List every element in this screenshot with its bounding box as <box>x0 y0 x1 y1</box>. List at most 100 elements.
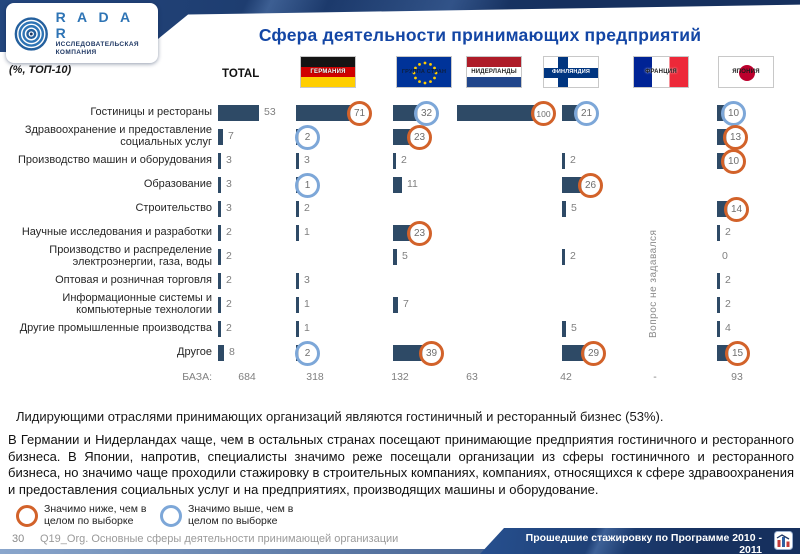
significance-circle: 10 <box>721 149 746 174</box>
row-label: Другое <box>177 346 212 358</box>
bar <box>218 225 221 241</box>
company-logo: R A D A R ИССЛЕДОВАТЕЛЬСКАЯ КОМПАНИЯ <box>6 3 158 63</box>
bar <box>296 201 299 217</box>
bar <box>717 129 727 145</box>
value-label: 5 <box>571 202 577 214</box>
value-label: 2 <box>226 274 232 286</box>
value-label: 0 <box>722 250 728 262</box>
value-label: 3 <box>226 154 232 166</box>
row-label: Информационные системы и компьютерные тех… <box>62 292 212 316</box>
page-number: 30 <box>12 533 25 545</box>
bar <box>562 153 565 169</box>
value-label: 5 <box>571 322 577 334</box>
row-label: Производство и распределение электроэнерг… <box>49 244 212 268</box>
value-label: 3 <box>226 202 232 214</box>
value-label: 4 <box>725 322 731 334</box>
value-label: 1 <box>304 298 310 310</box>
bar <box>393 105 418 121</box>
base-value: 42 <box>560 371 572 383</box>
bar <box>393 345 423 361</box>
summary-body: В Германии и Нидерландах чаще, чем в ост… <box>8 432 794 497</box>
flag-finland: ФИНЛЯНДИЯ <box>543 56 599 88</box>
bar <box>457 105 535 121</box>
flag-france: ФРАНЦИЯ <box>633 56 689 88</box>
bar <box>393 225 411 241</box>
bar <box>562 201 566 217</box>
value-label: 11 <box>407 178 418 190</box>
mini-chart-icon <box>774 531 793 550</box>
significance-circle: 1 <box>295 173 320 198</box>
value-label: 2 <box>226 226 232 238</box>
flag-label: ФРАНЦИЯ <box>645 68 677 75</box>
value-label: 3 <box>226 178 232 190</box>
bar <box>562 345 585 361</box>
flag-label: ФИНЛЯНДИЯ <box>551 68 591 75</box>
column-header-total: TOTAL <box>222 68 260 80</box>
bar <box>218 249 221 265</box>
bar <box>717 273 720 289</box>
significance-circle: 10 <box>721 101 746 126</box>
row-label: Здравоохранение и предоставление социальн… <box>24 124 212 148</box>
value-label: 2 <box>226 250 232 262</box>
significance-circle: 32 <box>414 101 439 126</box>
page-title: Сфера деятельности принимающих предприят… <box>258 25 702 45</box>
bar <box>393 249 397 265</box>
significance-circle: 21 <box>574 101 599 126</box>
bar <box>393 153 396 169</box>
radar-spiral-icon <box>14 17 48 51</box>
value-label: 2 <box>226 322 232 334</box>
row-label: Строительство <box>135 202 212 214</box>
legend-lower-label: Значимо ниже, чем в целом по выборке <box>44 503 147 527</box>
bar <box>296 273 299 289</box>
bar <box>296 297 299 313</box>
bar <box>218 321 221 337</box>
significance-circle: 100 <box>531 101 556 126</box>
base-value: 63 <box>466 371 478 383</box>
value-label: 5 <box>402 250 408 262</box>
source-question-note: Q19_Org. Основные сферы деятельности при… <box>40 533 399 545</box>
value-label: 2 <box>570 154 576 166</box>
value-label: 2 <box>226 298 232 310</box>
bar <box>218 297 221 313</box>
flag-germany: ГЕРМАНИЯ <box>300 56 356 88</box>
flag-label: ЯПОНИЯ <box>732 68 760 75</box>
bar <box>218 153 221 169</box>
flag-eu: ГРУППА СТРАН <box>396 56 452 88</box>
bar <box>296 321 299 337</box>
bar <box>717 201 728 217</box>
base-row-label: БАЗА: <box>182 371 212 383</box>
bar <box>296 225 299 241</box>
bar <box>717 321 720 337</box>
value-label: 2 <box>401 154 407 166</box>
significance-circle: 29 <box>581 341 606 366</box>
value-label: 2 <box>304 202 310 214</box>
value-label: 3 <box>304 274 310 286</box>
bar <box>393 129 411 145</box>
bar <box>296 105 351 121</box>
value-label: 7 <box>228 130 234 142</box>
footer-banner: Прошедшие стажировку по Программе 2010 -… <box>480 528 800 554</box>
bar <box>218 273 221 289</box>
eu-stars <box>412 61 438 85</box>
row-label: Образование <box>143 178 212 190</box>
value-label: 8 <box>229 346 235 358</box>
value-label: 53 <box>264 106 276 118</box>
bar <box>218 177 221 193</box>
footer-banner-text: Прошедшие стажировку по Программе 2010 -… <box>525 532 762 554</box>
logo-subtitle-line2: КОМПАНИЯ <box>55 49 97 56</box>
row-label: Оптовая и розничная торговля <box>55 274 212 286</box>
bar <box>218 105 259 121</box>
legend-lower-circle <box>16 505 38 527</box>
legend-higher-label: Значимо выше, чем в целом по выборке <box>188 503 294 527</box>
flag-label: ГРУППА СТРАН <box>401 68 447 75</box>
base-value: 318 <box>306 371 324 383</box>
value-label: 2 <box>725 274 731 286</box>
bar <box>562 249 565 265</box>
bar <box>562 321 566 337</box>
significance-circle: 39 <box>419 341 444 366</box>
bar <box>296 153 299 169</box>
value-label: 2 <box>725 298 731 310</box>
value-label: 3 <box>304 154 310 166</box>
bar <box>218 345 224 361</box>
